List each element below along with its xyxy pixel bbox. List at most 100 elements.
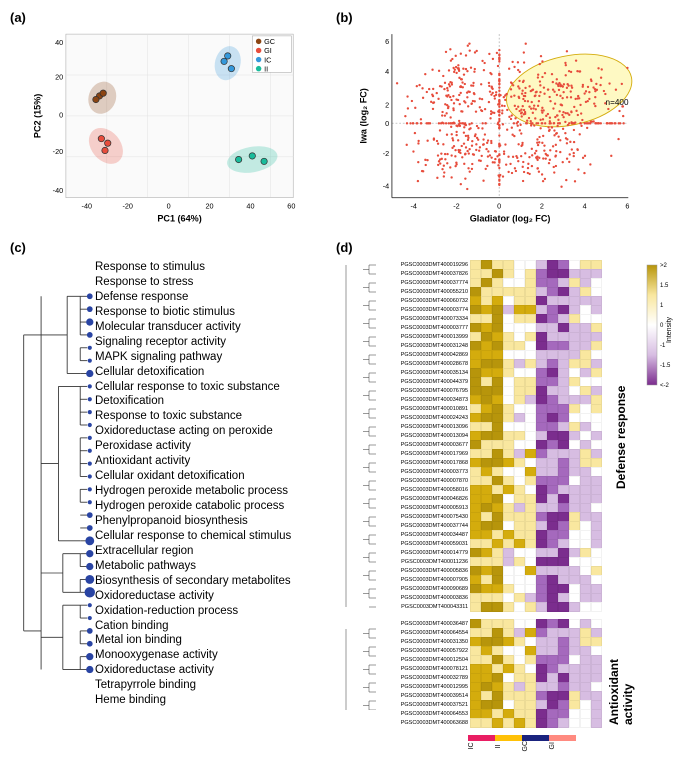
gene-id: PGSC0003DMT400042869	[378, 352, 470, 358]
go-term: Heme binding	[95, 693, 326, 708]
gene-id: PGSC0003DMT400003836	[378, 595, 470, 601]
svg-text:-40: -40	[82, 202, 93, 211]
annotation: n=400	[606, 98, 629, 107]
svg-text:20: 20	[55, 73, 63, 82]
gene-id: PGSC0003DMT400076795	[378, 388, 470, 394]
gene-id: PGSC0003DMT400039514	[378, 693, 470, 699]
gene-id: PGSC0003DMT400037826	[378, 271, 470, 277]
gene-id: PGSC0003DMT400017969	[378, 451, 470, 457]
go-term: Cellular response to chemical stimulus	[95, 529, 326, 544]
svg-text:0: 0	[167, 202, 171, 211]
go-term: Response to toxic substance	[95, 409, 326, 424]
gene-id: PGSC0003DMT400063688	[378, 720, 470, 726]
go-term: Hydrogen peroxide catabolic process	[95, 499, 326, 514]
go-term: Cellular oxidant detoxification	[95, 469, 326, 484]
fc-scatter-plot: n=400 -4-20 246 6420 -2-4 Gladiator (log…	[351, 25, 651, 225]
svg-text:60: 60	[287, 202, 295, 211]
group-label: GI	[549, 741, 576, 754]
go-term: Biosynthesis of secondary metabolites	[95, 574, 326, 589]
go-term: Response to biotic stimulus	[95, 305, 326, 320]
gene-id: PGSC0003DMT400028678	[378, 361, 470, 367]
gene-id: PGSC0003DMT400060732	[378, 298, 470, 304]
gene-id: PGSC0003DMT400024243	[378, 415, 470, 421]
gene-id: PGSC0003DMT400073334	[378, 316, 470, 322]
go-term: Molecular transducer activity	[95, 320, 326, 335]
gene-id: PGSC0003DMT400017868	[378, 460, 470, 466]
gene-id: PGSC0003DMT400012995	[378, 684, 470, 690]
go-term: Cellular detoxification	[95, 365, 326, 380]
gene-id: PGSC0003DMT400011236	[378, 559, 470, 565]
multi-panel-figure: (a)	[10, 10, 675, 754]
gene-id: PGSC0003DMT400037521	[378, 702, 470, 708]
gene-id: PGSC0003DMT400044379	[378, 379, 470, 385]
svg-text:4: 4	[385, 67, 389, 76]
go-term: Oxidoreductase acting on peroxide	[95, 424, 326, 439]
gene-id: PGSC0003DMT400059031	[378, 541, 470, 547]
go-term: Extracellular region	[95, 544, 326, 559]
go-term: Signaling receptor activity	[95, 335, 326, 350]
go-term: Phenylpropanoid biosynthesis	[95, 514, 326, 529]
section-defense: Defense response	[604, 260, 638, 615]
heatmap: PGSC0003DMT400019296 PGSC0003DMT400037826…	[336, 260, 675, 754]
go-term: Hydrogen peroxide metabolic process	[95, 484, 326, 499]
color-legend: >21.510-1-1.5<-2 Intensity	[645, 260, 675, 400]
group-label: GC	[522, 741, 549, 754]
gene-id: PGSC0003DMT400037774	[378, 280, 470, 286]
gene-id: PGSC0003DMT400019296	[378, 262, 470, 268]
gene-id: PGSC0003DMT400078121	[378, 666, 470, 672]
gene-id: PGSC0003DMT400013094	[378, 433, 470, 439]
gene-id: PGSC0003DMT400058016	[378, 487, 470, 493]
svg-text:2: 2	[540, 202, 544, 211]
svg-text:-2: -2	[383, 149, 389, 158]
gene-id: PGSC0003DMT400003774	[378, 307, 470, 313]
svg-text:40: 40	[55, 38, 63, 47]
svg-text:-20: -20	[122, 202, 133, 211]
svg-text:1.5: 1.5	[660, 283, 669, 289]
gene-id: PGSC0003DMT400005913	[378, 505, 470, 511]
pca-xlabel: PC1 (64%)	[157, 213, 201, 223]
svg-text:0: 0	[59, 111, 63, 120]
group-label: IC	[468, 741, 495, 754]
heatmap-row: PGSC0003DMT400063688	[378, 718, 602, 727]
heatmap-dendrogram	[336, 260, 376, 710]
svg-text:Intensity: Intensity	[666, 316, 673, 343]
gene-id: PGSC0003DMT400013096	[378, 424, 470, 430]
gene-id: PGSC0003DMT400032789	[378, 675, 470, 681]
gene-id: PGSC0003DMT400035134	[378, 370, 470, 376]
go-dendrogram: Response to stimulusResponse to stressDe…	[15, 260, 326, 710]
svg-text:-4: -4	[383, 182, 389, 191]
svg-text:1: 1	[660, 303, 664, 309]
go-term: Metabolic pathways	[95, 559, 326, 574]
go-term: Oxidation-reduction process	[95, 604, 326, 619]
gene-id: PGSC0003DMT400007905	[378, 577, 470, 583]
svg-text:II: II	[264, 64, 268, 73]
gene-id: PGSC0003DMT400034873	[378, 397, 470, 403]
go-term: Metal ion binding	[95, 633, 326, 648]
svg-text:2: 2	[385, 101, 389, 110]
svg-text:PC2 (15%): PC2 (15%)	[32, 94, 42, 138]
gene-id: PGSC0003DMT400057922	[378, 648, 470, 654]
gene-id: PGSC0003DMT400064553	[378, 711, 470, 717]
gene-id: PGSC0003DMT400064554	[378, 630, 470, 636]
svg-text:40: 40	[246, 202, 254, 211]
go-term: Monooxygenase activity	[95, 648, 326, 663]
panel-a: (a)	[10, 10, 326, 230]
gene-id: PGSC0003DMT400003773	[378, 469, 470, 475]
gene-id: PGSC0003DMT400014779	[378, 550, 470, 556]
heatmap-section: PGSC0003DMT400019296 PGSC0003DMT400037826…	[378, 260, 602, 611]
panel-c-label: (c)	[10, 240, 26, 255]
svg-text:6: 6	[625, 202, 629, 211]
gene-id: PGSC0003DMT400090689	[378, 586, 470, 592]
go-term: Response to stress	[95, 275, 326, 290]
gene-id: PGSC0003DMT400036487	[378, 621, 470, 627]
svg-text:4: 4	[583, 202, 587, 211]
svg-text:-2: -2	[453, 202, 459, 211]
svg-text:0: 0	[497, 202, 501, 211]
gene-id: PGSC0003DMT400031248	[378, 343, 470, 349]
svg-text:IC: IC	[264, 55, 271, 64]
svg-text:<-2: <-2	[660, 383, 670, 389]
svg-text:-4: -4	[410, 202, 416, 211]
gene-id: PGSC0003DMT400005836	[378, 568, 470, 574]
svg-text:Iwa (log₂ FC): Iwa (log₂ FC)	[358, 88, 368, 143]
svg-text:GI: GI	[264, 46, 272, 55]
